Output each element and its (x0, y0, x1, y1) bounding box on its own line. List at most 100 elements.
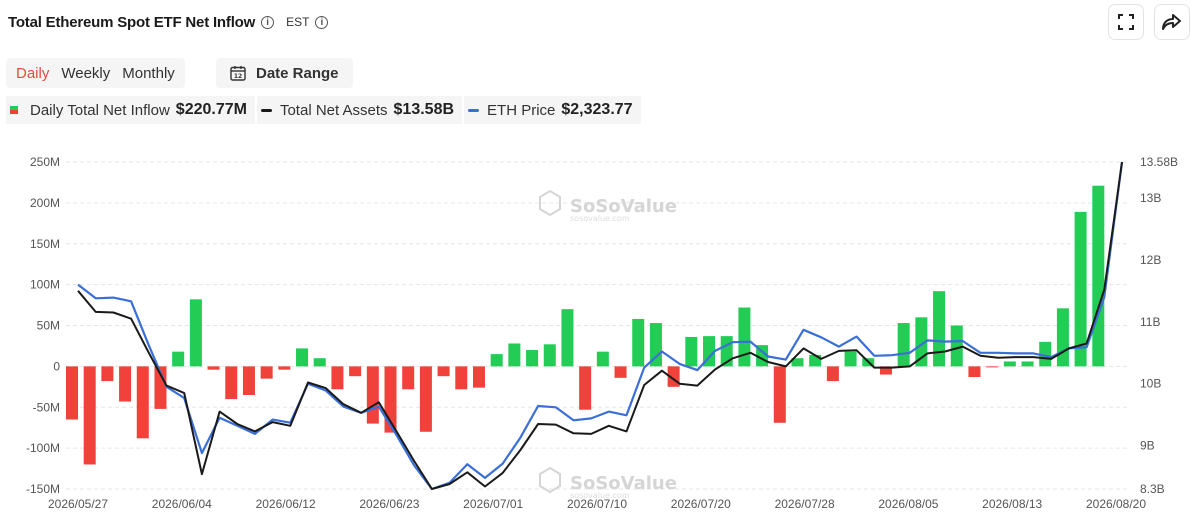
inflow-bar (119, 366, 132, 402)
watermark-sub: sosovalue.com (570, 214, 630, 223)
inflow-bar (561, 309, 574, 367)
y-left-tick-label: 150M (30, 237, 60, 251)
inflow-bar (242, 366, 255, 395)
inflow-bar (278, 366, 291, 370)
line-swatch-icon (260, 108, 272, 112)
inflow-bars (66, 185, 1105, 465)
legend-label: Daily Total Net Inflow (30, 101, 170, 119)
inflow-bar (844, 351, 857, 367)
watermark-sub: sosovalue.com (570, 491, 630, 500)
y-left-tick-label: -50M (33, 400, 60, 414)
fullscreen-icon (1118, 14, 1134, 30)
bar-swatch-icon (10, 106, 18, 114)
tab-daily[interactable]: Daily (16, 64, 50, 82)
x-tick-label: 2026/06/23 (359, 497, 419, 511)
legend-item-net-inflow[interactable]: Daily Total Net Inflow $220.77M (6, 96, 255, 124)
inflow-bar (437, 366, 450, 377)
inflow-bar (508, 343, 521, 367)
inflow-bar (738, 307, 751, 367)
share-button[interactable] (1154, 4, 1190, 40)
chart-header: Total Ethereum Spot ETF Net Inflow i EST… (8, 10, 329, 34)
legend-label: Total Net Assets (279, 101, 388, 119)
date-range-button[interactable]: 12 Date Range (216, 58, 353, 88)
inflow-bar (101, 366, 114, 382)
net-inflow-chart[interactable]: SoSoValuesosovalue.comSoSoValuesosovalue… (0, 130, 1200, 529)
inflow-bar (1039, 341, 1052, 367)
inflow-bar (826, 366, 839, 382)
y-left-tick-label: -100M (26, 441, 60, 455)
inflow-bar (703, 336, 716, 367)
inflow-bar (331, 366, 344, 390)
x-tick-label: 2026/08/13 (982, 497, 1042, 511)
inflow-bar (1021, 361, 1034, 367)
inflow-bar (313, 358, 326, 367)
inflow-bar (136, 366, 149, 439)
calendar-icon: 12 (230, 66, 246, 81)
net-assets-line (77, 161, 1123, 490)
inflow-bar (933, 291, 946, 367)
legend-item-net-assets[interactable]: Total Net Assets $13.58B (256, 96, 463, 124)
y-left-tick-label: 0 (53, 359, 60, 373)
y-axis-left: 250M 200M 150M 100M 50M 0 -50M -100M -150M (26, 155, 60, 496)
inflow-bar (402, 366, 415, 390)
inflow-bar (986, 366, 999, 368)
inflow-bar (968, 366, 981, 378)
inflow-bar (897, 323, 910, 367)
inflow-bar (809, 354, 822, 367)
inflow-bar (596, 351, 609, 367)
inflow-bar (543, 344, 556, 367)
y-left-tick-label: 50M (37, 319, 60, 333)
inflow-bar (225, 366, 238, 400)
inflow-bar (419, 366, 432, 432)
timezone-info-icon[interactable]: i (315, 15, 329, 29)
x-tick-label: 2026/07/10 (567, 497, 627, 511)
timezone-label: EST (286, 15, 310, 29)
legend-item-eth-price[interactable]: ETH Price $2,323.77 (464, 96, 641, 124)
inflow-bar (1074, 211, 1087, 367)
y-right-tick-label: 13.58B (1140, 155, 1178, 169)
y-right-tick-label: 8.3B (1140, 482, 1165, 496)
eth-price-line (77, 161, 1124, 491)
x-tick-label: 2026/07/01 (463, 497, 523, 511)
line-swatch-icon (468, 108, 480, 112)
tab-weekly[interactable]: Weekly (61, 64, 111, 82)
watermarks: SoSoValuesosovalue.comSoSoValuesosovalue… (539, 189, 677, 500)
y-axis-right: 13.58B 13B 12B 11B 10B 9B 8.3B (1140, 155, 1178, 496)
inflow-bar (66, 366, 78, 420)
y-right-tick-label: 9B (1140, 439, 1155, 453)
y-right-tick-label: 13B (1140, 191, 1161, 205)
inflow-bar (490, 354, 503, 367)
inflow-bar (1092, 185, 1105, 367)
chart-legend: Daily Total Net Inflow $220.77M Total Ne… (6, 96, 643, 124)
inflow-bar (172, 351, 185, 367)
inflow-bar (579, 366, 592, 410)
inflow-bar (455, 366, 468, 390)
inflow-bar (1056, 308, 1069, 367)
x-axis: 2026/05/27 2026/06/04 2026/06/12 2026/06/23… (48, 497, 1146, 511)
svg-text:12: 12 (234, 73, 242, 80)
inflow-bar (791, 358, 804, 367)
watermark-brand: SoSoValue (570, 473, 677, 494)
share-icon (1162, 14, 1181, 30)
y-left-tick-label: -150M (26, 482, 60, 496)
logo-icon (539, 189, 561, 217)
interval-tabs: Daily Weekly Monthly (6, 58, 185, 88)
y-left-tick-label: 100M (30, 278, 60, 292)
tab-monthly[interactable]: Monthly (122, 64, 175, 82)
logo-icon (539, 466, 561, 494)
inflow-bar (685, 336, 698, 367)
inflow-bar (349, 366, 362, 377)
chart-title: Total Ethereum Spot ETF Net Inflow (8, 13, 256, 31)
x-tick-label: 2026/07/28 (775, 497, 835, 511)
x-tick-label: 2026/08/20 (1086, 497, 1146, 511)
watermark-brand: SoSoValue (570, 196, 677, 217)
info-icon[interactable]: i (261, 15, 275, 29)
x-tick-label: 2026/05/27 (48, 497, 108, 511)
legend-label: ETH Price (487, 101, 556, 119)
x-tick-label: 2026/07/20 (671, 497, 731, 511)
inflow-bar (526, 350, 539, 367)
fullscreen-button[interactable] (1108, 4, 1144, 40)
grid-lines (66, 161, 1130, 490)
date-range-label: Date Range (256, 64, 339, 82)
